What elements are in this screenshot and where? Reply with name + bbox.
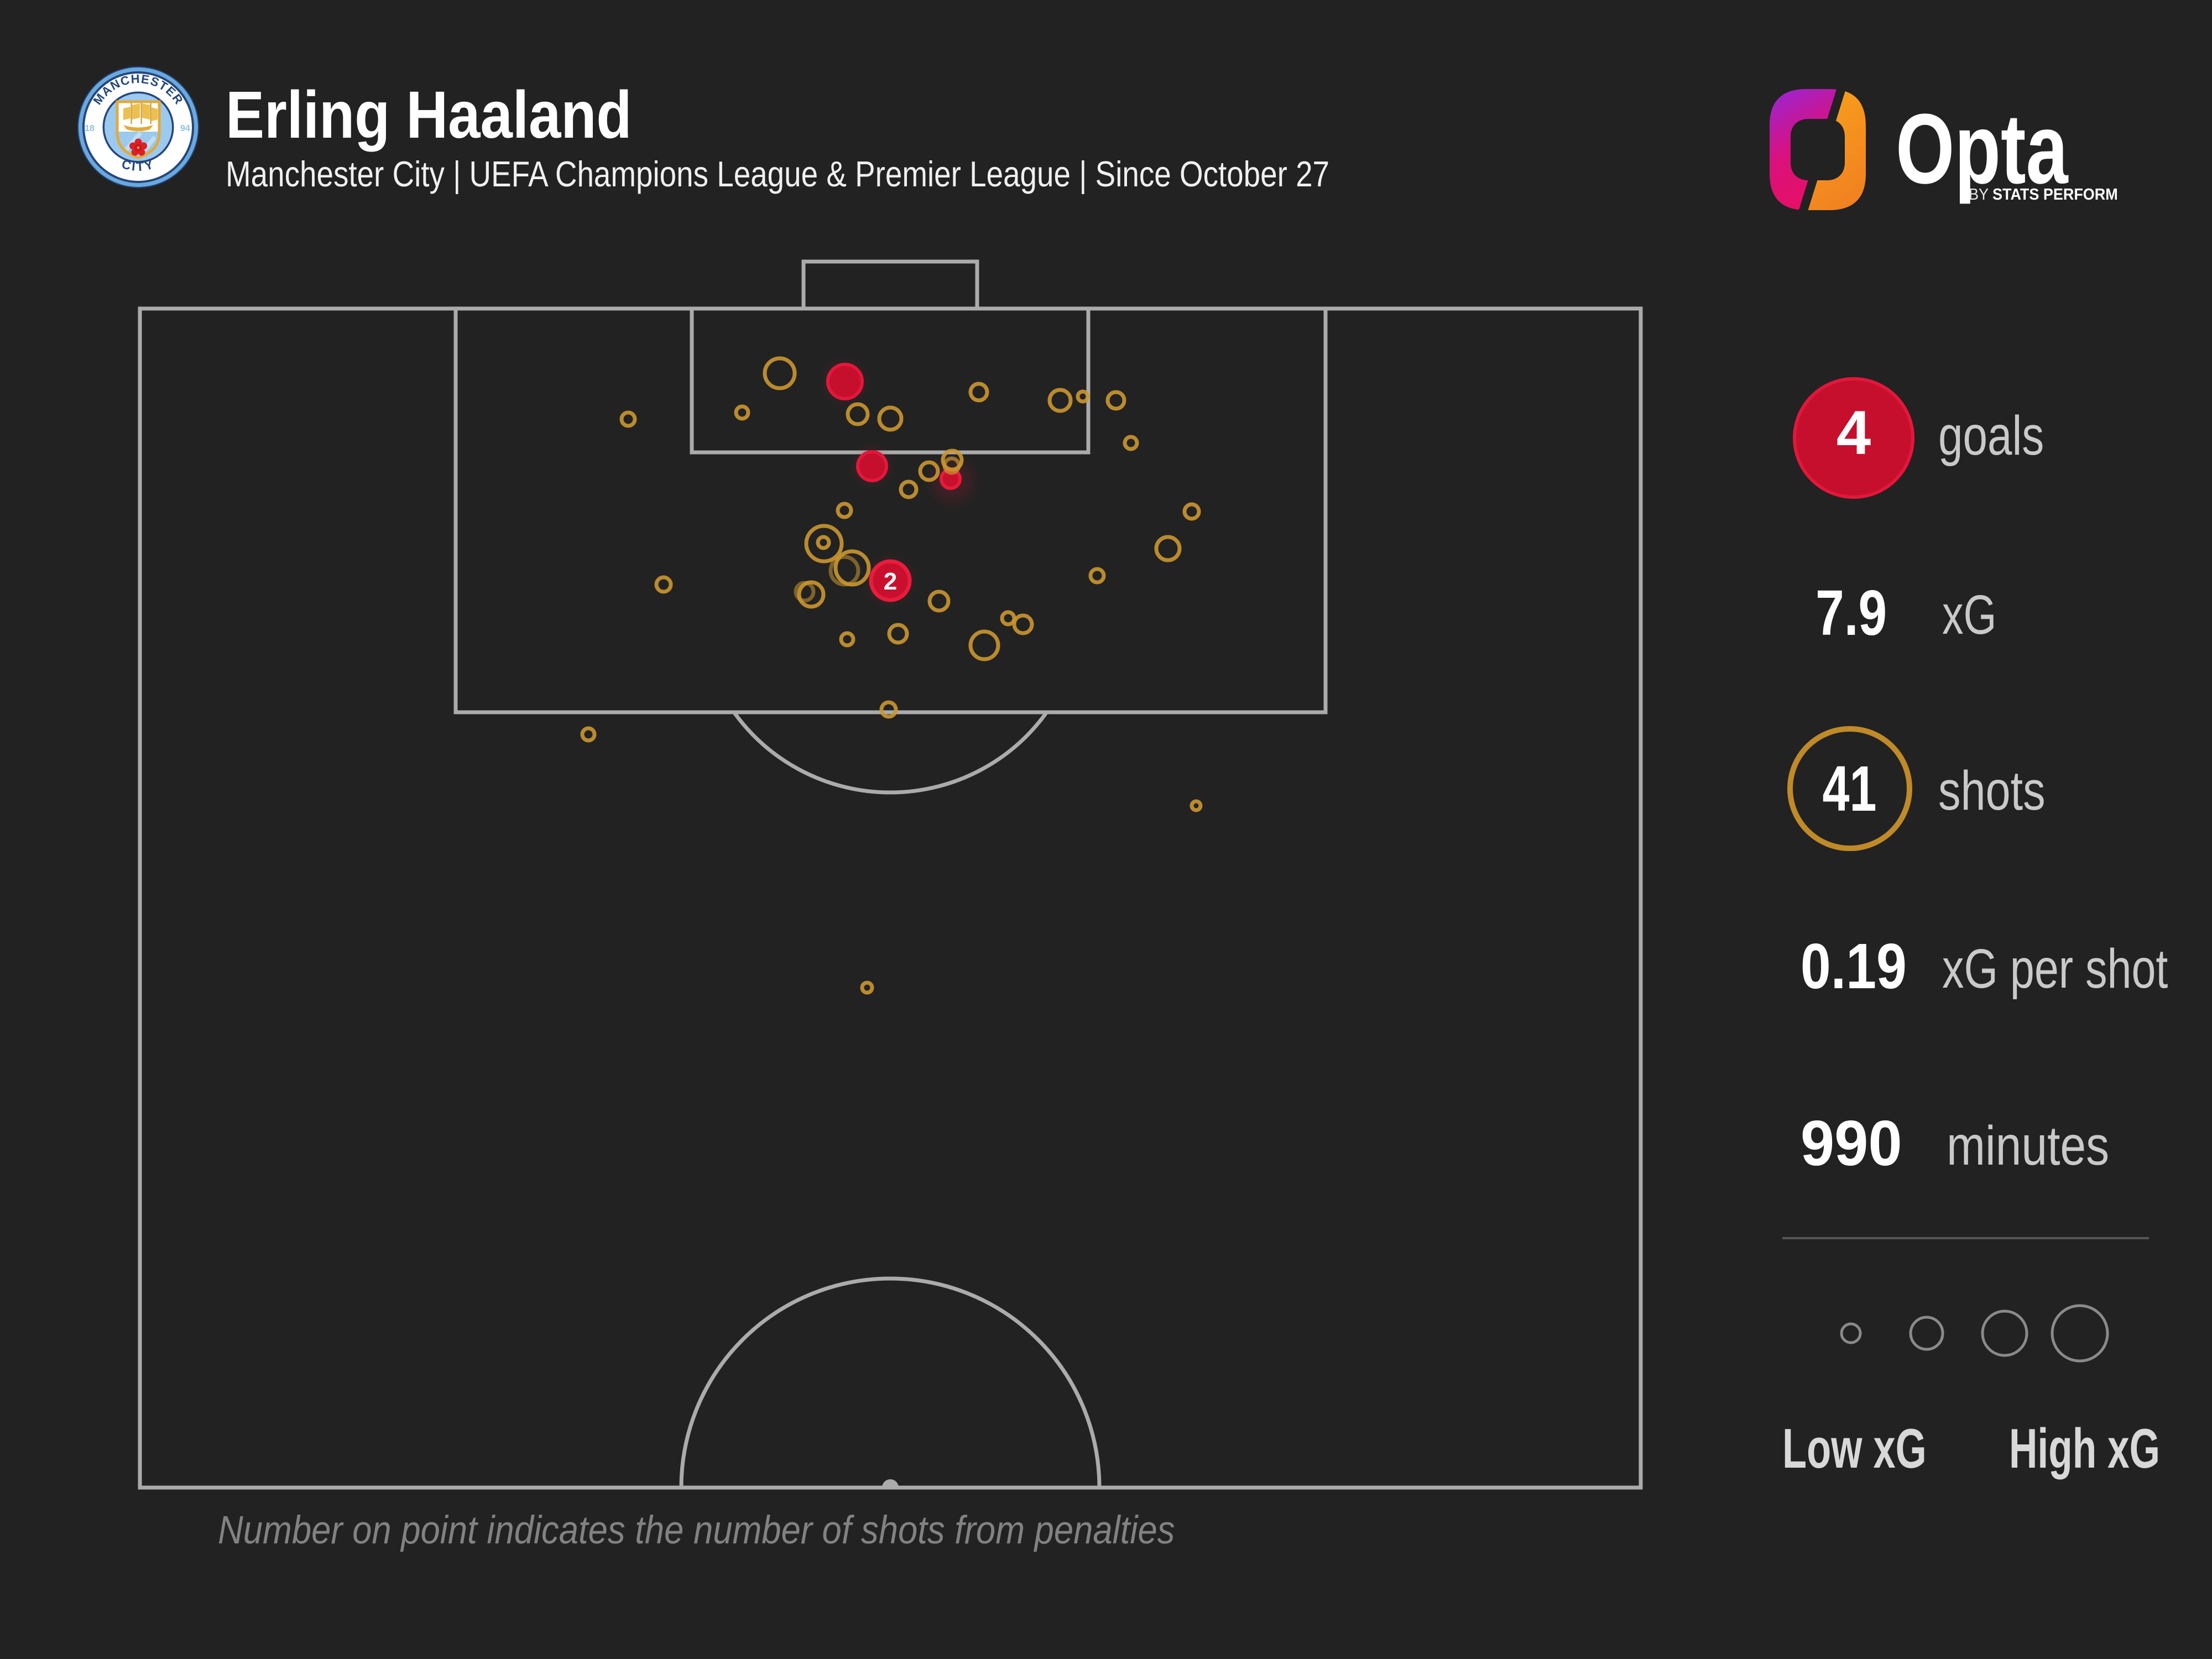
svg-text:2: 2	[884, 568, 897, 595]
svg-text:94: 94	[180, 124, 190, 133]
svg-text:18: 18	[85, 124, 95, 133]
svg-text:CITY: CITY	[120, 156, 156, 174]
